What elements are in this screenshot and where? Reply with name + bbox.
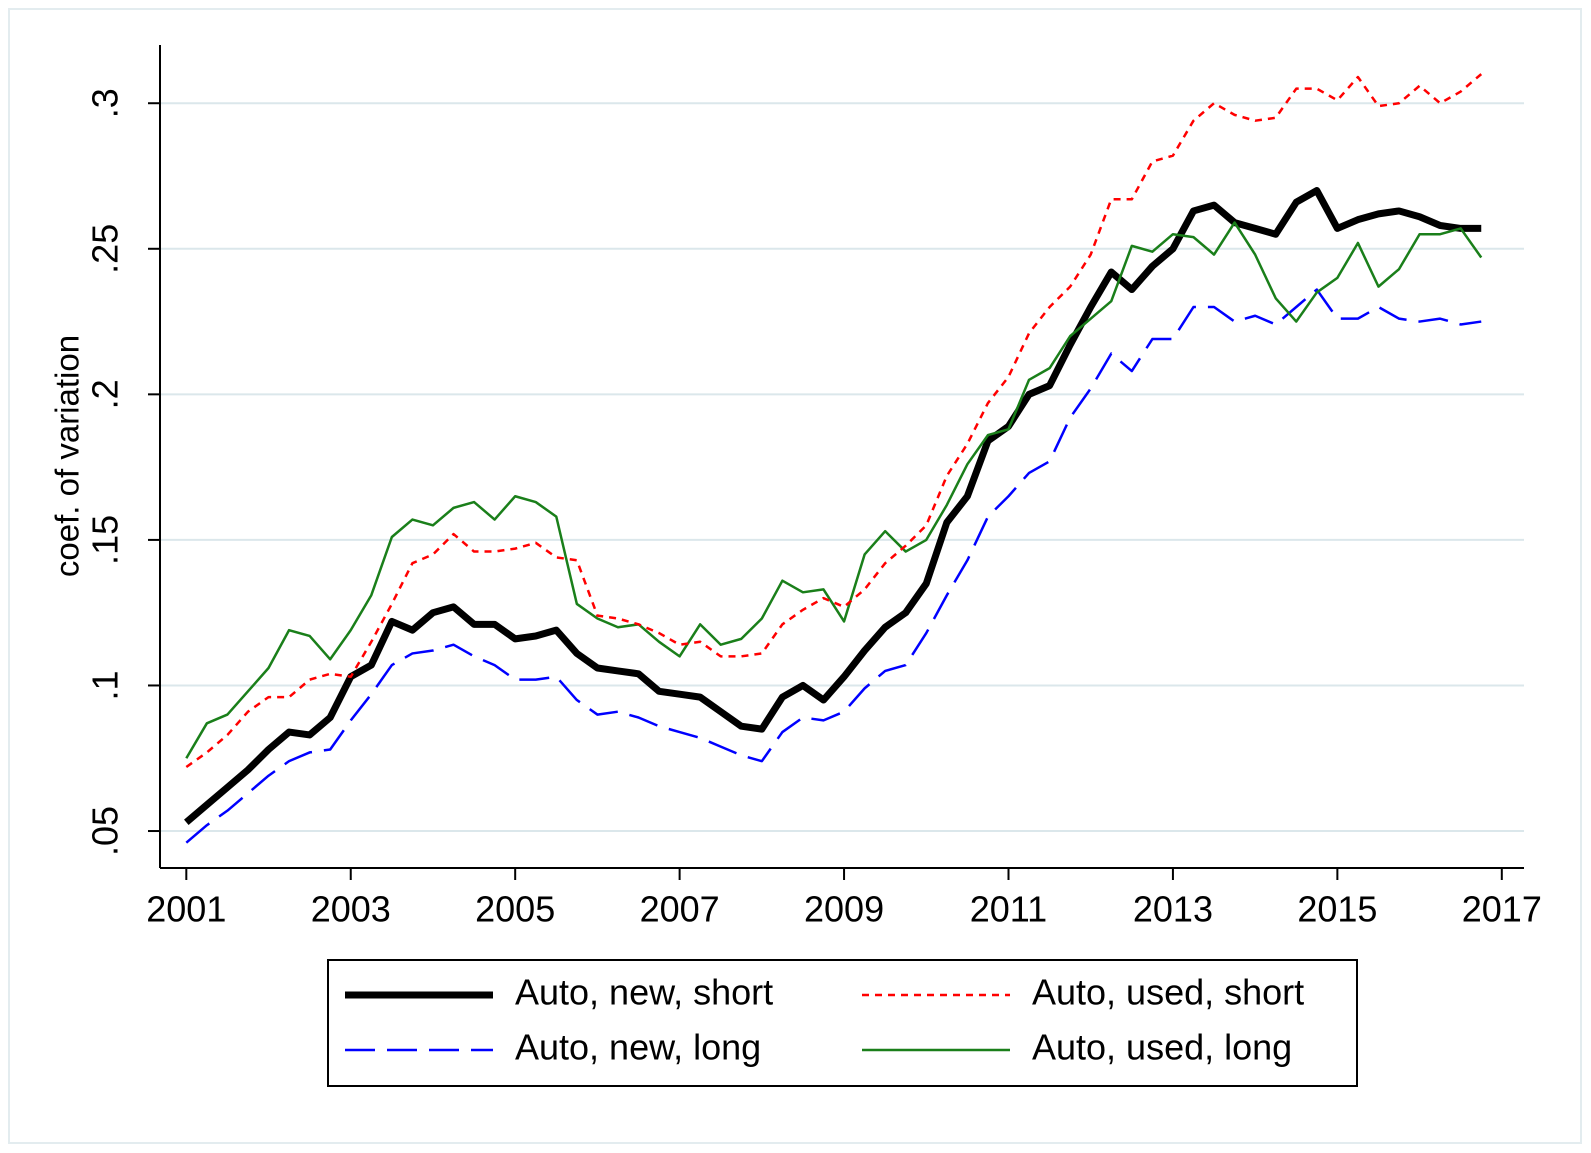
y-tick-label: .1 xyxy=(85,670,126,700)
x-tick-label: 2013 xyxy=(1133,889,1213,930)
legend-label: Auto, new, long xyxy=(515,1027,761,1068)
x-tick-label: 2003 xyxy=(311,889,391,930)
grid xyxy=(160,102,1524,833)
series-line xyxy=(184,187,1482,825)
legend-box xyxy=(327,959,1358,1087)
y-tick-label: .3 xyxy=(85,88,126,118)
series-line xyxy=(185,288,1482,844)
y-tick-label: .05 xyxy=(85,806,126,856)
y-axis-label: coef. of variation xyxy=(49,335,86,577)
series-line xyxy=(185,73,1483,768)
y-tick-label: .25 xyxy=(85,224,126,274)
x-tick-label: 2011 xyxy=(970,889,1047,930)
legend: Auto, new, short Auto, new, long Auto, use… xyxy=(345,972,1304,1068)
series-line xyxy=(185,221,1483,759)
y-tick-label: .2 xyxy=(85,379,126,409)
legend-label: Auto, used, long xyxy=(1032,1027,1292,1068)
x-tick-label: 2009 xyxy=(804,889,884,930)
x-tick-label: 2001 xyxy=(146,889,226,930)
plot-lines xyxy=(184,73,1483,844)
x-tick-label: 2005 xyxy=(475,889,555,930)
x-tick-label: 2015 xyxy=(1297,889,1377,930)
legend-label: Auto, new, short xyxy=(515,972,773,1013)
x-tick-label: 2017 xyxy=(1462,889,1542,930)
y-tick-label: .15 xyxy=(85,515,126,565)
legend-label: Auto, used, short xyxy=(1032,972,1304,1013)
x-tick-label: 2007 xyxy=(640,889,720,930)
